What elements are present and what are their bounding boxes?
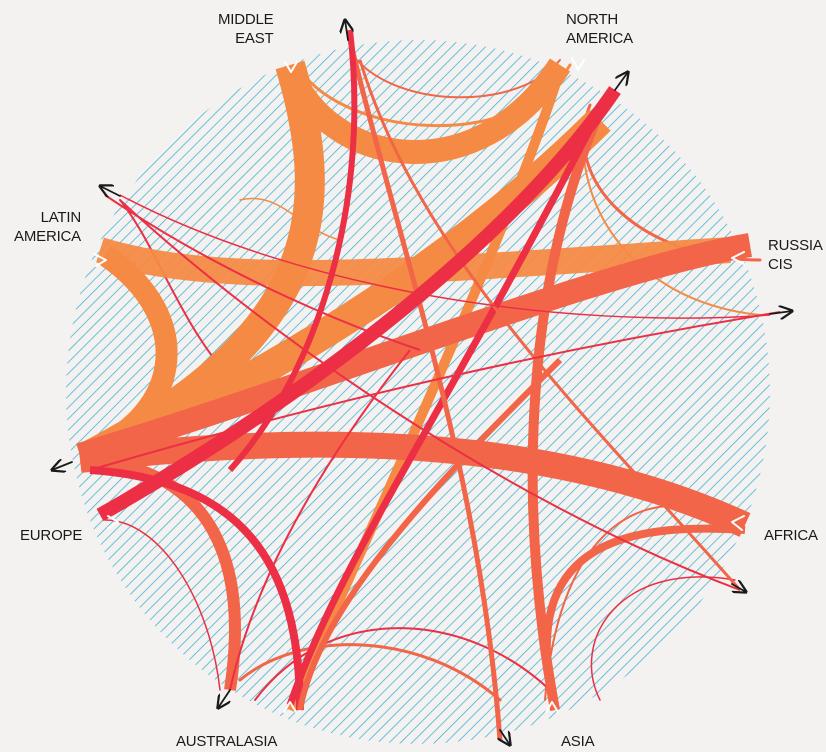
label-latin-america-line2: AMERICA: [14, 228, 81, 245]
label-australasia: AUSTRALASIA: [176, 732, 277, 751]
label-north-america-line2: AMERICA: [566, 30, 633, 47]
flow-ribbon: [347, 39, 503, 741]
label-africa-text: AFRICA: [764, 527, 818, 544]
arrow-europe-out: [52, 462, 73, 470]
flow-arc: [239, 197, 341, 241]
label-middle-east-line2: EAST: [235, 30, 274, 47]
label-australasia-text: AUSTRALASIA: [176, 733, 278, 750]
arrow-asia-out: [500, 729, 510, 745]
label-north-america-line1: NORTH: [566, 11, 619, 28]
flow-ribbon: [119, 194, 771, 319]
arrow-africa-out: [731, 584, 746, 592]
label-africa: AFRICA: [764, 526, 818, 545]
chevron-europe-in: [107, 515, 119, 529]
arrow-north-america-out: [614, 72, 628, 91]
flow-ribbon: [96, 86, 621, 522]
label-middle-east: MIDDLE EAST: [218, 10, 274, 48]
arrow-middle-east-out: [345, 20, 348, 41]
inbound-chevrons: [93, 57, 745, 713]
flow-ribbon: [78, 431, 751, 537]
flow-ribbon: [119, 199, 741, 591]
flow-ribbon: [76, 233, 752, 467]
flow-arc: [238, 643, 502, 702]
coral-flows: [76, 39, 781, 741]
flow-arc: [590, 576, 736, 701]
chevron-africa-in: [731, 515, 745, 531]
label-asia-text: ASIA: [561, 733, 595, 750]
chevron-north-america-in: [571, 57, 585, 71]
flow-ribbon: [229, 349, 411, 691]
label-russia-cis-line2: CIS: [768, 256, 793, 273]
orange-flows: [76, 58, 731, 713]
flow-ribbon: [227, 29, 358, 473]
arrow-russia-cis-out: [769, 311, 792, 314]
label-middle-east-line1: MIDDLE: [218, 11, 274, 28]
label-russia-cis-line1: RUSSIA: [768, 237, 823, 254]
hatched-background-circle: [66, 40, 770, 744]
chevron-latin-america-in: [93, 253, 107, 267]
red-flows: [96, 29, 621, 691]
flow-ribbon: [89, 466, 304, 711]
flow-ribbon: [89, 311, 781, 471]
direction-arrows: [52, 20, 792, 745]
arrow-australasia-out: [218, 689, 231, 708]
flow-ribbon: [358, 59, 742, 591]
label-latin-america: LATIN AMERICA: [0, 208, 81, 246]
chevron-australasia-in: [283, 701, 297, 713]
flow-ribbon: [278, 58, 571, 164]
flow-ribbon: [89, 454, 241, 691]
flow-ribbon: [527, 108, 605, 711]
chevron-asia-in: [545, 701, 559, 713]
flow-ribbon: [286, 108, 604, 707]
label-asia: ASIA: [561, 732, 595, 751]
flow-ribbon: [104, 194, 421, 351]
label-europe: EUROPE: [20, 526, 82, 545]
label-latin-america-line1: LATIN: [40, 209, 82, 226]
chevron-russia-cis-in: [731, 251, 745, 265]
label-europe-text: EUROPE: [20, 527, 83, 544]
arrow-latin-america-out: [100, 186, 121, 196]
label-north-america: NORTH AMERICA: [566, 10, 633, 48]
flow-ribbon: [297, 357, 563, 711]
flow-ribbon: [96, 237, 731, 287]
flow-arc: [254, 627, 556, 701]
flow-arc: [104, 519, 221, 691]
chevron-middle-east-in: [284, 61, 298, 73]
label-russia-cis: RUSSIA CIS: [768, 236, 823, 274]
